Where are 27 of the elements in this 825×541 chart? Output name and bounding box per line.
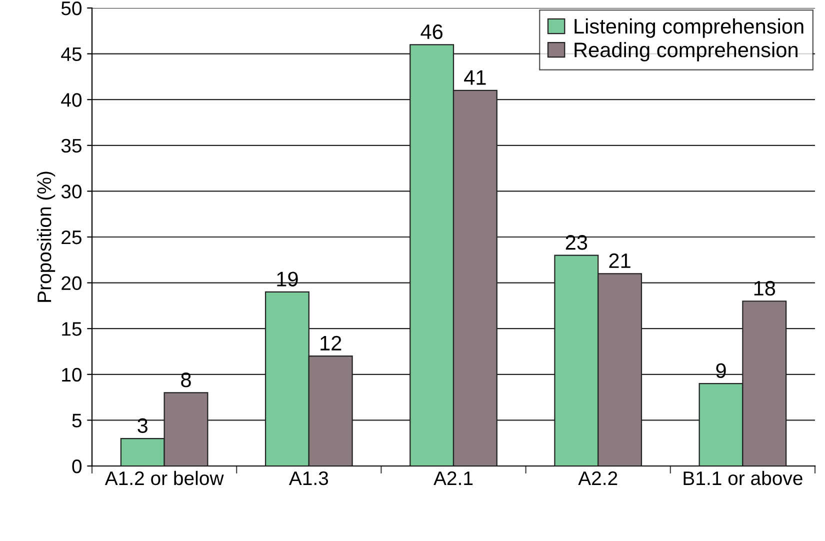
data-label: 18 <box>754 280 776 296</box>
legend-label: Reading comprehension <box>574 42 798 62</box>
y-tick-label: 5 <box>72 414 82 428</box>
y-tick-label: 30 <box>61 184 82 198</box>
x-tick-label: A1.2 or below <box>104 470 224 486</box>
x-tick-label: A1.3 <box>288 471 328 486</box>
x-tick-label: A2.1 <box>434 471 473 485</box>
data-label: 3 <box>138 418 148 434</box>
y-tick-label: 0 <box>72 459 82 474</box>
y-tick-label: 10 <box>62 368 82 382</box>
data-label: 8 <box>181 372 191 388</box>
y-tick-label: 25 <box>62 230 82 244</box>
data-label: 23 <box>566 235 588 250</box>
data-label: 41 <box>464 70 486 85</box>
data-label: 21 <box>609 253 630 268</box>
y-tick-label: 15 <box>62 322 82 336</box>
legend-label: Listening comprehension <box>574 18 804 38</box>
x-tick-label: B1.1 or above <box>684 470 802 486</box>
data-label: 46 <box>420 24 442 40</box>
y-tick-label: 45 <box>61 47 82 62</box>
x-tick-label: A2.2 <box>578 471 618 485</box>
data-label: 12 <box>320 336 342 350</box>
y-tick-label: 35 <box>61 138 82 153</box>
y-axis-title: Proposition (%) <box>36 172 56 302</box>
y-tick-label: 20 <box>62 276 82 290</box>
y-tick-label: 50 <box>61 1 82 16</box>
y-tick-label: 40 <box>61 93 82 107</box>
